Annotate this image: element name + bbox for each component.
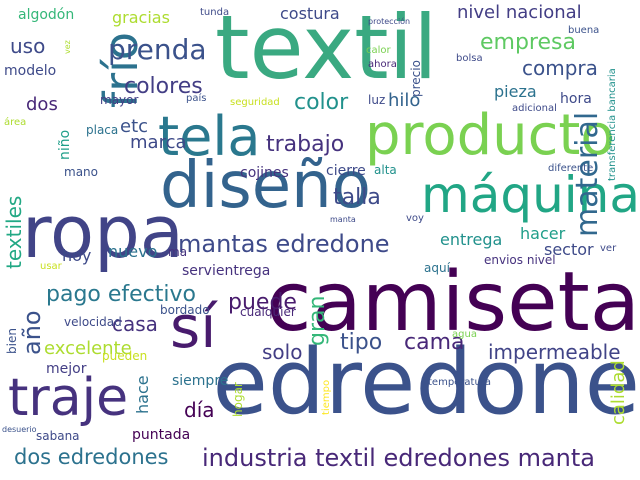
cloud-word: día: [184, 398, 215, 422]
cloud-word: industria textil edredones manta: [202, 444, 595, 472]
cloud-word: niño: [57, 129, 73, 160]
cloud-word: sí: [170, 293, 217, 361]
cloud-word: bordado: [160, 303, 210, 317]
cloud-word: cojines: [240, 165, 289, 181]
cloud-word: trabajo: [266, 132, 345, 157]
cloud-word: gracias: [112, 8, 170, 27]
cloud-word: bien: [5, 328, 19, 354]
cloud-word: bolsa: [456, 53, 483, 64]
cloud-word: textil: [215, 0, 438, 99]
cloud-word: vez: [63, 40, 72, 54]
cloud-word: gran: [305, 295, 330, 346]
cloud-word: tipo: [340, 330, 383, 355]
cloud-word: puede: [228, 290, 297, 315]
cloud-word: máquina: [421, 166, 640, 224]
cloud-word: edredone: [212, 330, 640, 435]
cloud-word: año: [18, 310, 46, 355]
cloud-word: mano: [64, 165, 98, 179]
cloud-word: etc: [120, 116, 149, 137]
cloud-word: cualquier: [240, 305, 296, 319]
cloud-word: hilo: [388, 90, 421, 111]
cloud-word: ahora: [368, 59, 397, 70]
cloud-word: entrega: [440, 230, 503, 249]
cloud-word: solo: [262, 340, 303, 364]
cloud-word: hace: [133, 375, 152, 414]
cloud-word: seguridad: [230, 97, 280, 108]
cloud-word: nuevo: [108, 242, 158, 261]
cloud-word: textiles: [2, 195, 26, 269]
cloud-word: voy: [406, 213, 424, 224]
cloud-word: hora: [560, 91, 592, 107]
cloud-word: dos edredones: [14, 445, 169, 469]
cloud-word: casa: [112, 312, 158, 336]
cloud-word: puntada: [132, 427, 191, 443]
cloud-word: nivel nacional: [457, 2, 582, 23]
cloud-word: colores: [124, 74, 203, 99]
cloud-word: agua: [452, 329, 477, 340]
cloud-word: pueden: [102, 349, 148, 363]
cloud-word: luz: [368, 93, 386, 107]
cloud-word: ma: [168, 245, 188, 259]
cloud-word: manta: [330, 215, 356, 224]
cloud-word: tunda: [200, 7, 230, 18]
cloud-word: tela: [158, 105, 261, 168]
cloud-word: mantas edredone: [178, 230, 390, 258]
cloud-word: empresa: [480, 30, 576, 55]
cloud-word: mayor: [100, 93, 139, 107]
cloud-word: pieza: [494, 82, 537, 101]
cloud-word: temperatura: [428, 377, 492, 388]
cloud-word: ver: [600, 243, 617, 254]
cloud-word: sabana: [36, 429, 80, 443]
cloud-word: hacer: [520, 224, 566, 243]
cloud-word: placa: [86, 123, 119, 137]
cloud-word: usar: [40, 261, 62, 272]
cloud-word: impermeable: [488, 340, 621, 364]
cloud-word: traje: [8, 368, 129, 428]
cloud-word: pago efectivo: [46, 282, 196, 307]
cloud-word: color: [294, 90, 349, 115]
cloud-word: sector: [544, 240, 594, 259]
cloud-word: algodón: [18, 7, 75, 23]
cloud-word: velocidad: [64, 315, 122, 329]
cloud-word: costura: [280, 4, 340, 23]
cloud-word: adicional: [512, 103, 557, 114]
cloud-word: excelente: [44, 338, 132, 359]
cloud-word: tiempo: [321, 379, 332, 415]
cloud-word: dos: [26, 94, 58, 115]
cloud-word: prenda: [108, 33, 207, 66]
cloud-word: diseño: [160, 149, 371, 223]
cloud-word: precio: [409, 60, 423, 97]
cloud-word: camiseta: [266, 255, 640, 350]
cloud-word: protección: [368, 17, 411, 26]
cloud-word: envios nivel: [484, 253, 556, 267]
cloud-word: mejor: [46, 361, 87, 377]
cloud-word: siempre: [172, 373, 229, 389]
cloud-word: uso: [10, 34, 46, 58]
cloud-word: marca: [130, 132, 187, 153]
cloud-word: calor: [366, 45, 391, 56]
cloud-word: talla: [333, 185, 381, 210]
cloud-word: área: [4, 117, 27, 128]
cloud-word: transferencia bancaria: [607, 68, 618, 181]
cloud-word: hogar: [231, 382, 245, 417]
cloud-word: modelo: [4, 63, 57, 79]
cloud-word: cierre: [326, 163, 366, 179]
cloud-word: compra: [522, 56, 598, 80]
cloud-word: desuerio: [2, 425, 37, 434]
cloud-word: alta: [374, 163, 397, 177]
cloud-word: país: [186, 93, 207, 104]
cloud-word: producto: [365, 103, 615, 168]
cloud-word: material: [570, 111, 605, 237]
cloud-word: hoy: [62, 246, 92, 265]
cloud-word: diferente: [548, 163, 594, 174]
cloud-word: buena: [568, 25, 600, 36]
cloud-word: aquí: [424, 261, 450, 275]
cloud-word: calidad: [608, 360, 629, 425]
cloud-word: ropa: [22, 190, 184, 274]
cloud-word: cama: [404, 330, 465, 355]
cloud-word: servientrega: [182, 263, 271, 279]
